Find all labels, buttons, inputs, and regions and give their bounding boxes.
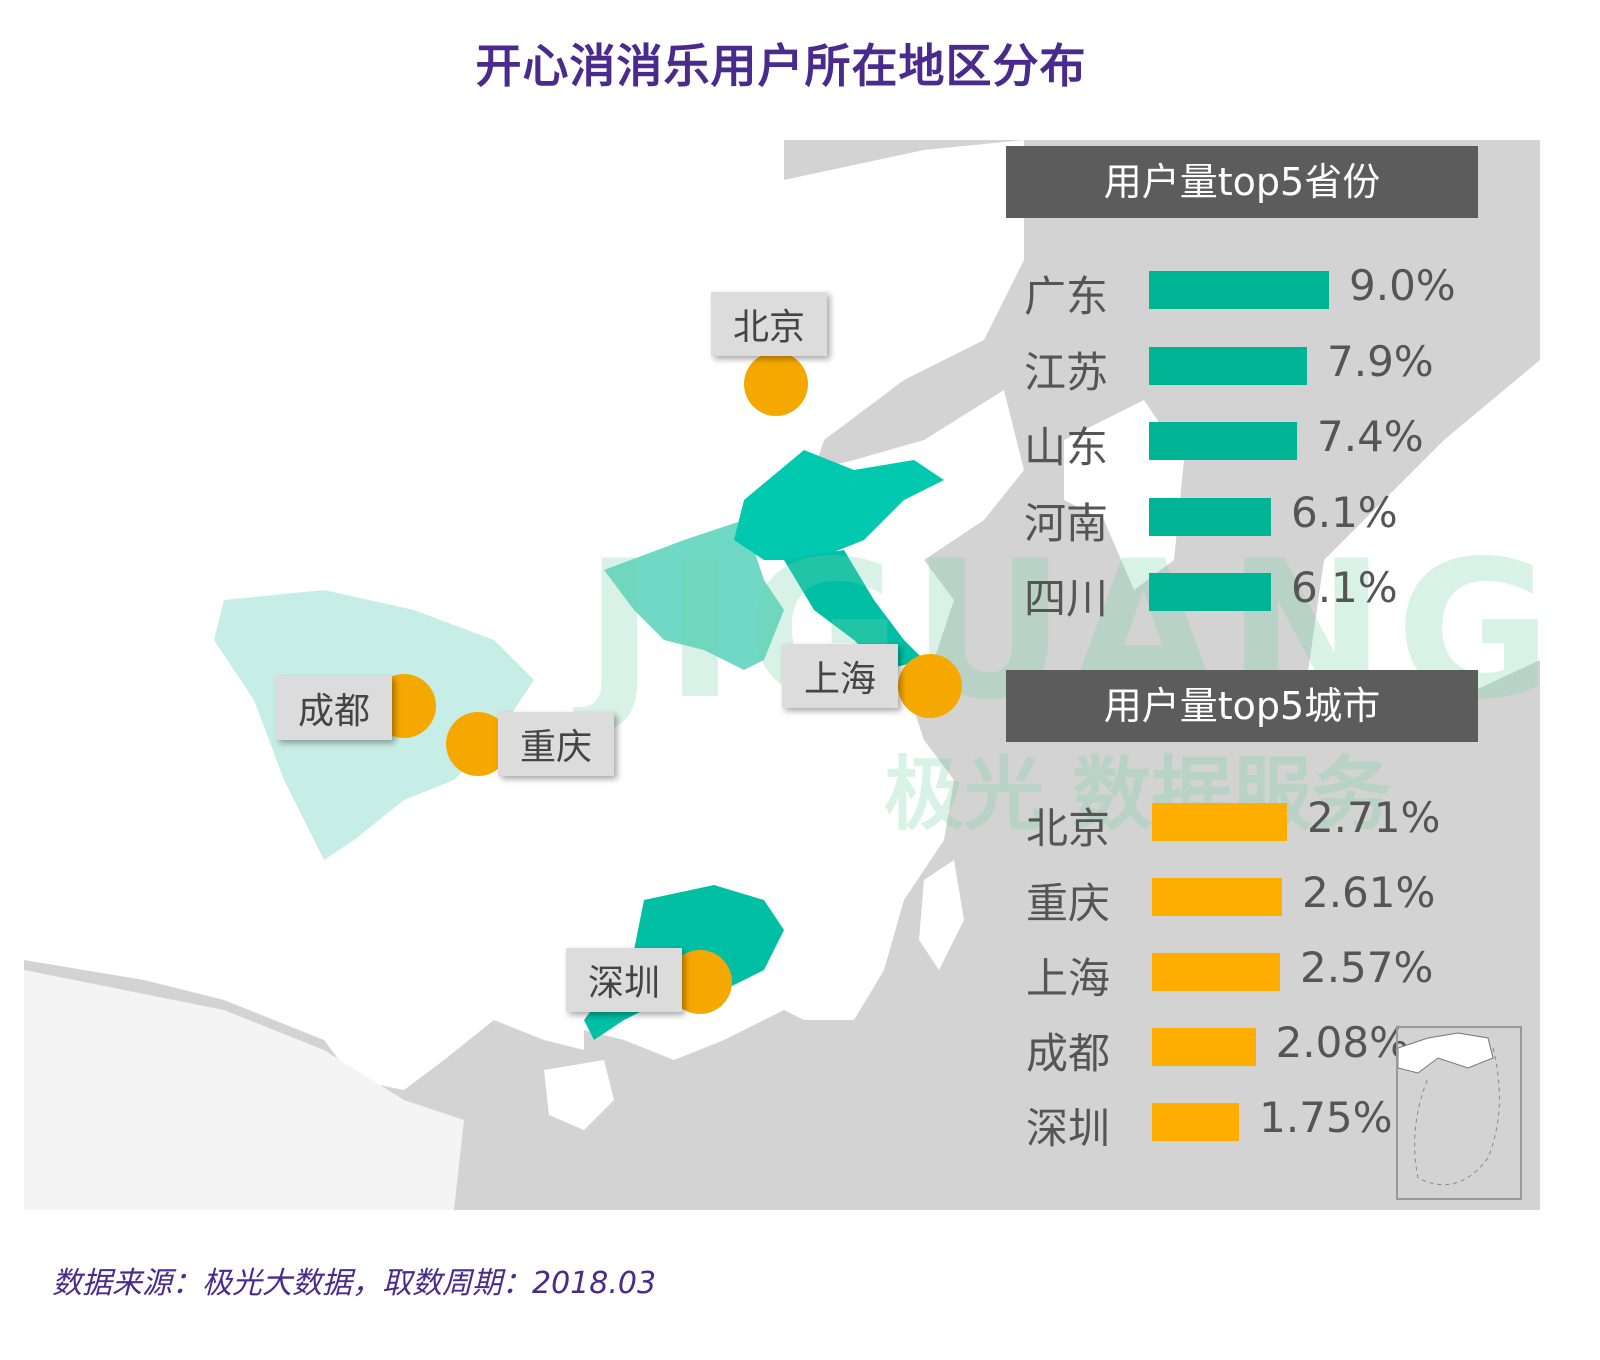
bar-value-label: 6.1% [1291,563,1398,612]
bar-value-label: 2.71% [1306,793,1441,842]
bar [1149,573,1271,611]
city-tag-shenzhen: 深圳 [566,948,683,1012]
bar-category-label: 广东 [1024,272,1109,321]
bar-value-label: 2.57% [1299,943,1434,992]
watermark-cn: 极光 数据服务 [884,748,1392,841]
bar-category-label: 山东 [1024,423,1109,472]
city-tag-chongqing: 重庆 [498,712,615,776]
bar [1152,1103,1240,1141]
bar-value-label: 9.0% [1349,261,1456,310]
province-henan [604,520,784,670]
bar [1149,422,1297,460]
bar-category-label: 重庆 [1026,879,1111,928]
city-tag-beijing: 北京 [711,292,828,356]
bar [1152,803,1287,841]
bar [1152,953,1280,991]
bar [1149,497,1271,536]
bar-value-label: 1.75% [1259,1093,1393,1142]
bar-value-label: 6.1% [1291,487,1398,537]
bar-value-label: 2.08% [1275,1018,1410,1067]
bar-value-label: 7.9% [1327,336,1434,386]
page-title: 开心消消乐用户所在地区分布 [475,39,1087,93]
land-japan [1304,360,1540,740]
land-southeast-asia [24,970,464,1210]
bar-category-label: 四川 [1024,574,1109,623]
land-hainan [544,1060,614,1130]
bar-value-label: 7.4% [1317,412,1424,461]
province-chart-title: 用户量top5省份 [1006,146,1478,218]
city-dot-shanghai [898,654,962,718]
bar [1152,878,1282,916]
province-jiangsu [784,550,924,670]
south-china-sea-inset [1396,1026,1522,1200]
bar [1149,271,1329,309]
bar-category-label: 成都 [1026,1029,1111,1078]
bar-category-label: 河南 [1024,498,1109,548]
inset-map [1397,1032,1500,1186]
bar-category-label: 江苏 [1024,347,1109,397]
bar-category-label: 上海 [1026,954,1111,1003]
bar-value-label: 2.61% [1301,868,1436,917]
city-tag-shanghai: 上海 [782,644,899,708]
data-source: 数据来源：极光大数据，取数周期：2018.03 [52,1266,657,1301]
bar-category-label: 深圳 [1026,1104,1111,1153]
province-shandong [734,450,944,560]
city-tag-chengdu: 成都 [276,676,393,740]
bar [1149,346,1307,385]
bar [1152,1028,1256,1066]
city-chart-title: 用户量top5城市 [1006,670,1478,742]
city-dot-beijing [744,352,808,416]
land-taiwan [919,860,964,970]
bar-category-label: 北京 [1026,804,1111,853]
